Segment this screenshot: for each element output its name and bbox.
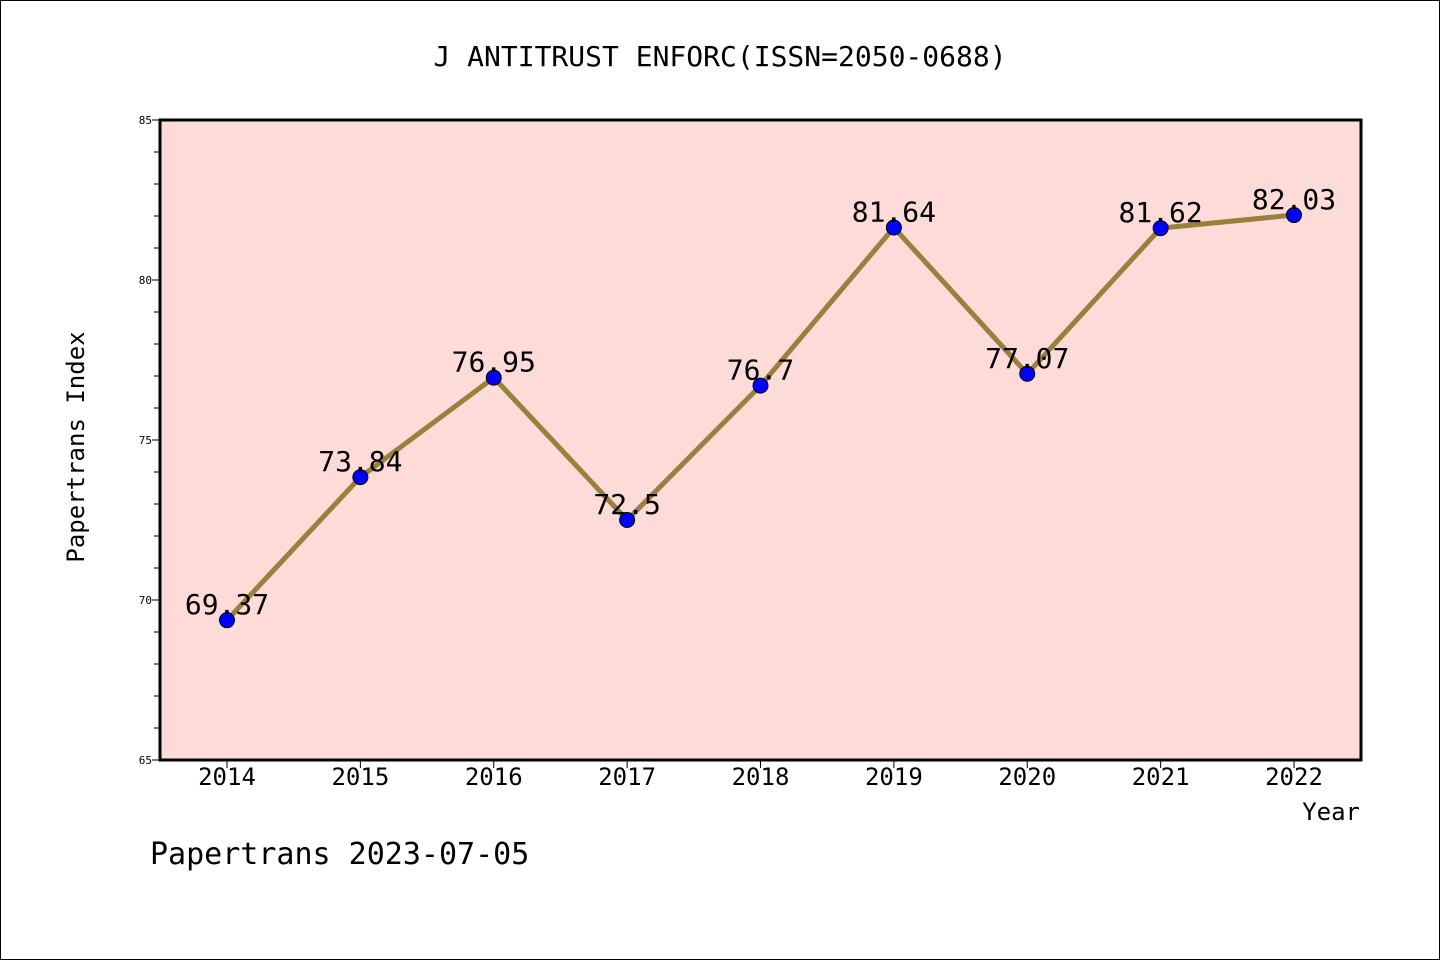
data-label: 82.03 xyxy=(1252,183,1336,216)
x-tick-label: 2022 xyxy=(1265,763,1323,791)
data-point xyxy=(485,369,502,386)
y-tick-label: 65 xyxy=(139,754,152,767)
data-label: 76.7 xyxy=(727,354,794,387)
x-tick-label: 2015 xyxy=(331,763,389,791)
data-label: 72.5 xyxy=(593,488,660,521)
footer-text: Papertrans 2023-07-05 xyxy=(150,837,529,872)
x-tick-label: 2021 xyxy=(1132,763,1190,791)
data-label: 81.62 xyxy=(1118,196,1202,229)
data-point xyxy=(1152,220,1169,237)
data-point xyxy=(885,219,902,236)
data-label: 73.84 xyxy=(318,445,402,478)
y-axis-label: Papertrans Index xyxy=(62,331,90,562)
x-tick-label: 2018 xyxy=(732,763,790,791)
data-point xyxy=(1286,207,1302,224)
x-tick-label: 2014 xyxy=(198,763,256,791)
x-axis-label: Year xyxy=(1302,798,1360,826)
data-point xyxy=(219,612,235,629)
data-point xyxy=(1019,365,1036,382)
x-tick-label: 2020 xyxy=(998,763,1056,791)
chart-title: J ANTITRUST ENFORC(ISSN=2050-0688) xyxy=(433,40,1006,73)
y-tick-label: 80 xyxy=(139,274,152,287)
data-label: 81.64 xyxy=(852,196,936,229)
x-tick-label: 2019 xyxy=(865,763,923,791)
y-tick-label: 85 xyxy=(139,114,152,127)
data-label: 77.07 xyxy=(985,342,1069,375)
data-point xyxy=(619,512,636,528)
x-tick-label: 2016 xyxy=(465,763,523,791)
x-axis: 2014 2015 2016 2017 2018 2019 2020 2021 2022 xyxy=(198,760,1323,791)
y-tick-label: 70 xyxy=(139,594,152,607)
data-labels: 69.37 73.84 76.95 72.5 76.7 81.64 77.07 81.62 82… xyxy=(185,183,1336,621)
x-tick-label: 2017 xyxy=(598,763,656,791)
data-label: 76.95 xyxy=(452,346,536,379)
y-axis: 65 70 75 80 85 xyxy=(139,114,160,767)
data-point xyxy=(352,469,369,486)
data-label: 69.37 xyxy=(185,588,269,621)
data-markers xyxy=(219,207,1302,629)
y-tick-label: 75 xyxy=(139,434,152,447)
data-point xyxy=(752,377,769,394)
